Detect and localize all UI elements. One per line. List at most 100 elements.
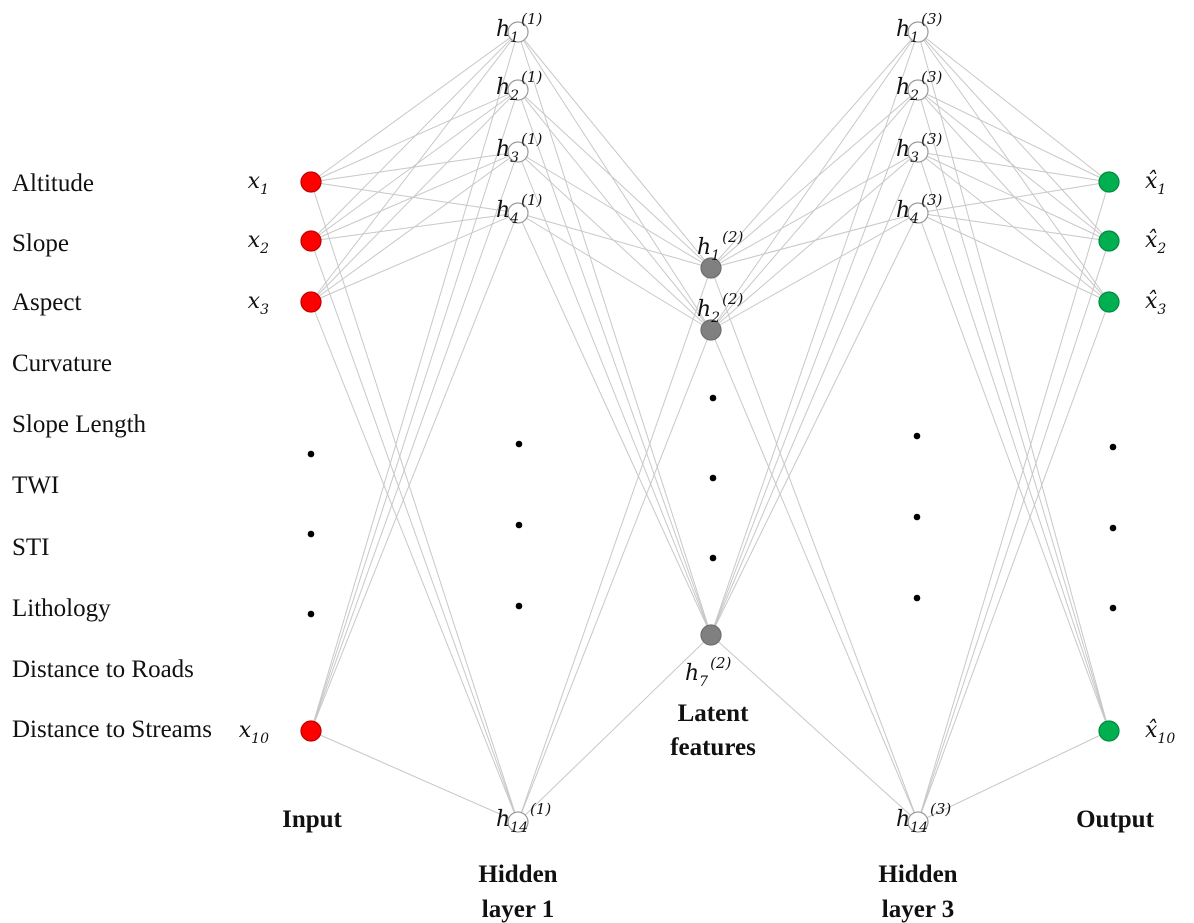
edge-input-4-to-hidden1-3 [310,151,519,732]
node-input-4 [300,720,322,742]
edge-hidden3-4-to-output-2 [917,212,1110,242]
node-label-base: h [496,17,510,42]
node-label-base: x̂ [1145,169,1158,194]
node-label-input-3: x3 [248,289,269,318]
edges-group [310,31,1110,823]
ellipsis-dot-latent-2 [709,474,717,482]
node-label-superscript: (1) [521,10,542,28]
feature-label-distance-to-roads: Distance to Roads [12,656,194,683]
edge-latent-3-to-hidden3-5 [710,634,919,823]
edge-hidden1-5-to-latent-1 [517,267,712,823]
node-label-base: x [248,228,261,253]
node-label-superscript: (3) [921,10,942,28]
node-label-latent-1: h1(2) [697,228,743,264]
node-input-3 [300,291,322,313]
node-label-hidden3-1: h1(3) [896,10,942,46]
node-label-base: h [496,807,510,832]
node-label-subscript: 3 [260,302,269,318]
node-label-base: x̂ [1145,718,1158,743]
edge-latent-2-to-hidden3-2 [710,89,919,331]
node-label-hidden3-3: h3(3) [896,130,942,166]
edge-latent-1-to-hidden3-2 [710,89,919,269]
ellipsis-dot-output-1 [1109,443,1117,451]
ellipsis-dot-input-2 [307,530,315,538]
node-label-superscript: (1) [521,191,542,209]
node-label-hidden1-3: h3(1) [496,130,542,166]
ellipsis-dot-input-1 [307,450,315,458]
layer-title-output: Output [1076,806,1154,833]
edge-hidden3-2-to-output-1 [917,89,1110,183]
node-labels-group: x1x2x3x10h1(1)h2(1)h3(1)h4(1)h14(1)h1(2)… [239,10,1176,836]
feature-label-curvature: Curvature [12,350,112,377]
node-label-base: h [896,17,910,42]
node-label-superscript: (1) [521,68,542,86]
edge-input-4-to-hidden1-1 [310,31,519,732]
ellipsis-dot-hidden3-1 [913,432,921,440]
node-label-base: x̂ [1145,289,1158,314]
edge-hidden3-3-to-output-4 [917,151,1110,732]
feature-label-aspect: Aspect [12,289,81,316]
node-hidden1-5 [507,811,529,833]
node-label-base: h [496,75,510,100]
node-label-hidden1-5: h14(1) [496,800,551,836]
node-label-hidden3-2: h2(3) [896,68,942,104]
node-label-output-1: x̂1 [1145,169,1166,198]
node-label-hidden1-1: h1(1) [496,10,542,46]
node-label-subscript: 14 [910,820,928,836]
edge-hidden1-3-to-latent-1 [517,151,712,269]
edge-latent-2-to-hidden3-5 [710,329,919,823]
edge-input-4-to-hidden1-4 [310,212,519,732]
edge-hidden1-5-to-latent-3 [517,634,712,823]
edge-latent-3-to-hidden3-2 [710,89,919,636]
node-label-subscript: 1 [1157,182,1166,198]
edge-hidden3-2-to-output-2 [917,89,1110,242]
layer-title-latent-line2: features [670,734,756,761]
edge-latent-1-to-hidden3-5 [710,267,919,823]
node-label-input-2: x2 [248,228,269,257]
node-label-superscript: (1) [521,130,542,148]
node-label-subscript: 1 [260,182,269,198]
node-label-subscript: 14 [510,820,528,836]
edge-hidden1-2-to-latent-3 [517,89,712,636]
ellipsis-dots-group [307,394,1117,618]
edge-latent-3-to-hidden3-1 [710,31,919,636]
node-label-superscript: (1) [530,800,551,818]
node-label-subscript: 3 [1157,302,1166,318]
node-hidden3-4 [907,202,929,224]
node-label-superscript: (3) [930,800,951,818]
node-label-base: x̂ [1145,228,1158,253]
node-label-output-3: x̂3 [1145,289,1166,318]
node-output-3 [1098,291,1120,313]
edge-input-3-to-hidden1-3 [310,151,519,303]
node-label-superscript: (2) [710,654,731,672]
edge-hidden1-1-to-latent-3 [517,31,712,636]
ellipsis-dot-input-3 [307,610,315,618]
node-label-latent-3: h7(2) [685,654,731,690]
edge-hidden3-3-to-output-2 [917,151,1110,242]
ellipsis-dot-latent-3 [709,554,717,562]
node-label-superscript: (3) [921,191,942,209]
edge-hidden1-4-to-latent-1 [517,212,712,269]
edge-input-3-to-hidden1-5 [310,301,519,823]
node-label-subscript: 3 [910,150,919,166]
edge-latent-1-to-hidden3-1 [710,31,919,269]
edge-input-1-to-hidden1-4 [310,181,519,214]
node-label-output-2: x̂2 [1145,228,1166,257]
ellipsis-dot-hidden1-3 [515,602,523,610]
node-label-subscript: 1 [510,30,519,46]
layer-title-input: Input [282,806,342,833]
feature-label-slope-length: Slope Length [12,411,147,438]
node-label-subscript: 3 [510,150,519,166]
ellipsis-dot-latent-1 [709,394,717,402]
node-label-superscript: (3) [921,130,942,148]
node-latent-2 [700,319,722,341]
edge-latent-3-to-hidden3-3 [710,151,919,636]
edge-input-1-to-hidden1-1 [310,31,519,183]
ellipsis-dot-hidden3-3 [913,594,921,602]
ellipsis-dot-hidden1-1 [515,440,523,448]
node-label-subscript: 10 [251,731,269,747]
edge-hidden3-1-to-output-1 [917,31,1110,183]
edge-hidden3-5-to-output-4 [917,730,1110,823]
